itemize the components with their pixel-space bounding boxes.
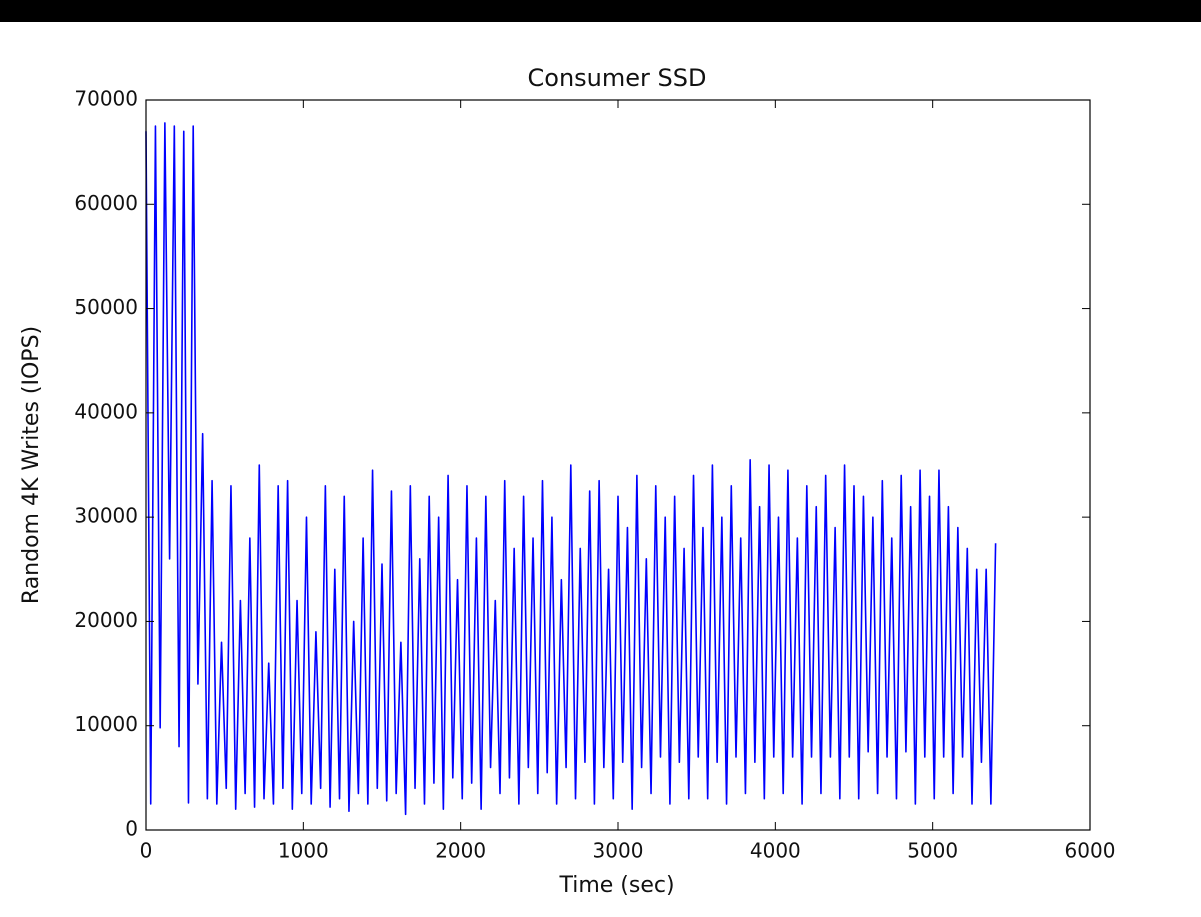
chart-title: Consumer SSD bbox=[528, 64, 707, 92]
data-line bbox=[145, 122, 997, 816]
y-tick-label: 10000 bbox=[74, 712, 138, 736]
x-tick-label: 5000 bbox=[907, 839, 958, 863]
y-tick-label: 50000 bbox=[74, 295, 138, 319]
y-tick-label: 70000 bbox=[74, 87, 138, 111]
x-tick-label: 0 bbox=[140, 839, 153, 863]
x-tick-label: 1000 bbox=[278, 839, 329, 863]
y-tick-label: 30000 bbox=[74, 504, 138, 528]
top-bar bbox=[0, 0, 1201, 22]
x-tick-label: 3000 bbox=[593, 839, 644, 863]
y-tick-label: 0 bbox=[125, 817, 138, 841]
plot-frame bbox=[145, 99, 1091, 831]
x-tick-label: 2000 bbox=[435, 839, 486, 863]
y-tick-label: 60000 bbox=[74, 191, 138, 215]
y-axis-label: Random 4K Writes (IOPS) bbox=[19, 326, 44, 604]
y-tick-label: 40000 bbox=[74, 399, 138, 423]
x-tick-label: 6000 bbox=[1065, 839, 1116, 863]
x-tick-label: 4000 bbox=[750, 839, 801, 863]
x-axis-label: Time (sec) bbox=[558, 873, 674, 898]
y-tick-label: 20000 bbox=[74, 608, 138, 632]
